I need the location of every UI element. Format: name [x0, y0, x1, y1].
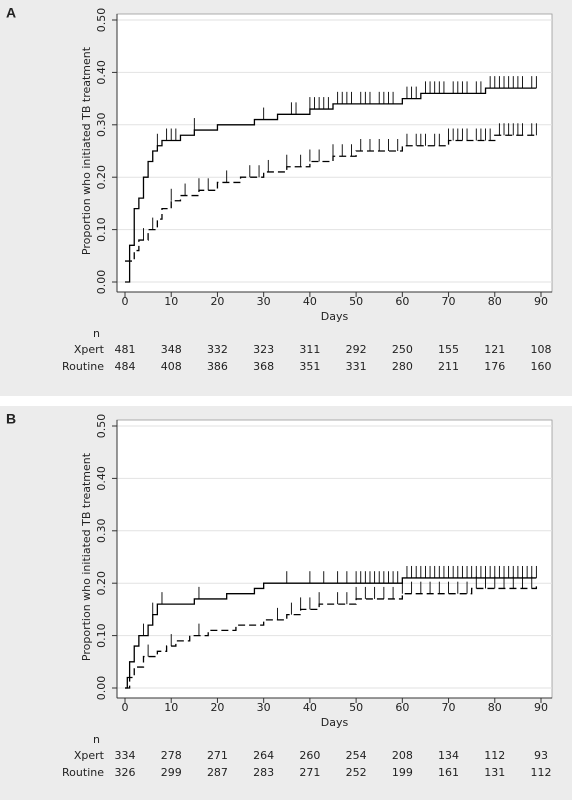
x-tick-label: 20: [210, 295, 224, 308]
risk-count: 176: [484, 360, 505, 373]
x-tick-label: 0: [122, 295, 129, 308]
y-axis-title: Proportion who initiated TB treatment: [80, 452, 93, 661]
risk-count: 93: [534, 749, 548, 762]
risk-count: 211: [438, 360, 459, 373]
risk-count: 287: [207, 766, 228, 779]
risk-count: 254: [346, 749, 367, 762]
km-curve: [125, 134, 537, 262]
y-tick-label: 0.40: [95, 60, 108, 85]
risk-row-name: Xpert: [74, 343, 105, 356]
risk-count: 484: [115, 360, 136, 373]
y-axis-title: Proportion who initiated TB treatment: [80, 46, 93, 255]
risk-count: 112: [531, 766, 552, 779]
risk-count: 386: [207, 360, 228, 373]
x-axis-title: Days: [321, 310, 349, 323]
x-tick-label: 70: [442, 295, 456, 308]
y-tick-label: 0.30: [95, 113, 108, 138]
risk-count: 121: [484, 343, 505, 356]
panel-label: B: [6, 411, 16, 427]
risk-count: 323: [253, 343, 274, 356]
km-curve: [125, 577, 537, 689]
y-tick-label: 0.00: [95, 676, 108, 701]
risk-count: 326: [115, 766, 136, 779]
risk-count: 134: [438, 749, 459, 762]
y-tick-label: 0.20: [95, 571, 108, 596]
risk-row-name: Routine: [62, 360, 104, 373]
y-tick-label: 0.30: [95, 519, 108, 544]
risk-count: 264: [253, 749, 274, 762]
risk-count: 334: [115, 749, 136, 762]
y-tick-label: 0.50: [95, 414, 108, 439]
plot-area: [116, 13, 553, 293]
x-tick-label: 90: [534, 295, 548, 308]
risk-table-header: n: [93, 327, 100, 340]
x-tick-label: 90: [534, 701, 548, 714]
risk-row-name: Xpert: [74, 749, 105, 762]
panel-label: A: [6, 5, 16, 21]
x-tick-label: 40: [303, 295, 317, 308]
risk-count: 252: [346, 766, 367, 779]
risk-count: 332: [207, 343, 228, 356]
plot-area: [116, 419, 553, 699]
risk-count: 250: [392, 343, 413, 356]
risk-count: 283: [253, 766, 274, 779]
risk-count: 299: [161, 766, 182, 779]
risk-count: 348: [161, 343, 182, 356]
y-tick-label: 0.20: [95, 165, 108, 190]
risk-count: 271: [207, 749, 228, 762]
x-tick-label: 80: [488, 701, 502, 714]
x-tick-label: 30: [257, 295, 271, 308]
x-tick-label: 80: [488, 295, 502, 308]
risk-row-name: Routine: [62, 766, 104, 779]
y-tick-label: 0.40: [95, 466, 108, 491]
y-tick-label: 0.50: [95, 8, 108, 33]
x-tick-label: 40: [303, 701, 317, 714]
y-tick-label: 0.00: [95, 270, 108, 295]
risk-count: 155: [438, 343, 459, 356]
x-tick-label: 50: [349, 295, 363, 308]
risk-count: 208: [392, 749, 413, 762]
x-tick-label: 60: [395, 295, 409, 308]
risk-count: 311: [299, 343, 320, 356]
x-tick-label: 30: [257, 701, 271, 714]
risk-count: 292: [346, 343, 367, 356]
risk-count: 260: [299, 749, 320, 762]
risk-count: 278: [161, 749, 182, 762]
x-tick-label: 50: [349, 701, 363, 714]
y-tick-label: 0.10: [95, 217, 108, 242]
y-tick-label: 0.10: [95, 623, 108, 648]
risk-count: 131: [484, 766, 505, 779]
risk-count: 351: [299, 360, 320, 373]
risk-count: 199: [392, 766, 413, 779]
risk-count: 481: [115, 343, 136, 356]
risk-count: 280: [392, 360, 413, 373]
x-tick-label: 10: [164, 701, 178, 714]
x-tick-label: 20: [210, 701, 224, 714]
risk-count: 331: [346, 360, 367, 373]
x-axis-title: Days: [321, 716, 349, 729]
risk-count: 408: [161, 360, 182, 373]
risk-count: 271: [299, 766, 320, 779]
km-curve: [125, 87, 537, 283]
x-tick-label: 60: [395, 701, 409, 714]
risk-count: 160: [531, 360, 552, 373]
risk-table-header: n: [93, 733, 100, 746]
risk-count: 368: [253, 360, 274, 373]
x-tick-label: 0: [122, 701, 129, 714]
risk-count: 108: [531, 343, 552, 356]
risk-count: 161: [438, 766, 459, 779]
x-tick-label: 10: [164, 295, 178, 308]
km-curve: [125, 583, 538, 689]
risk-count: 112: [484, 749, 505, 762]
x-tick-label: 70: [442, 701, 456, 714]
